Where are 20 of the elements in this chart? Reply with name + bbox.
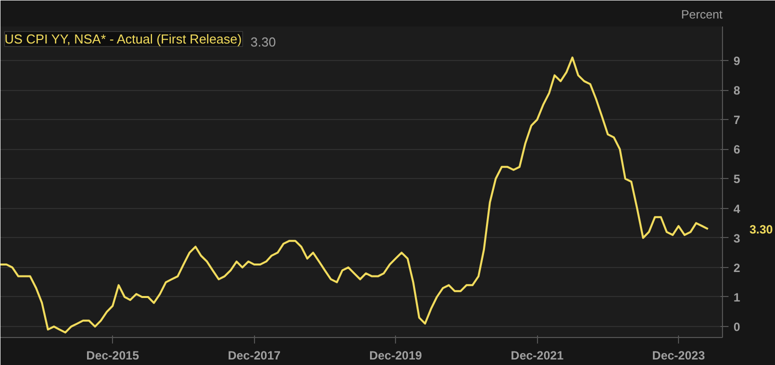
- y-tick-label: 3: [734, 231, 740, 246]
- y-tick-label: 7: [734, 113, 740, 128]
- y-tick-label: 2: [734, 260, 740, 275]
- y-tick-label: 1: [734, 290, 740, 304]
- text: 3.30: [750, 222, 774, 237]
- y-tick-label: 8: [734, 84, 740, 98]
- x-tick-label: Dec-2017: [228, 348, 281, 362]
- x-tick-label: Dec-2023: [652, 348, 706, 362]
- x-tick-label: Dec-2015: [86, 348, 140, 362]
- y-tick-label: 6: [734, 142, 740, 157]
- annotation: 3.30: [250, 34, 276, 50]
- y-axis-title: Percent: [681, 8, 724, 22]
- chart-title: US CPI YY, NSA* - Actual (First Release): [4, 32, 242, 46]
- y-tick-label: 0: [734, 320, 740, 334]
- y-tick-label: 9: [734, 54, 740, 68]
- x-tick-label: Dec-2019: [369, 348, 422, 362]
- x-tick-label: Dec-2021: [510, 348, 564, 362]
- line-series: [0, 56, 709, 334]
- y-tick-label: 5: [734, 172, 740, 186]
- y-tick-label: 4: [734, 202, 740, 216]
